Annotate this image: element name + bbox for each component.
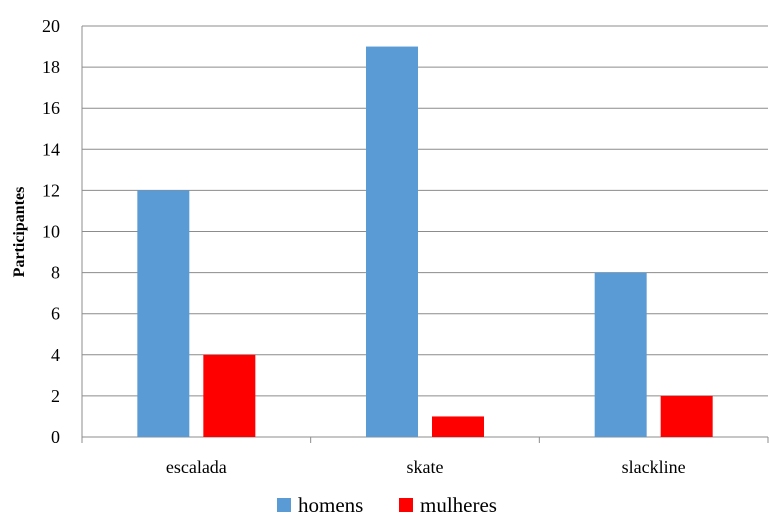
legend-label-homens: homens xyxy=(298,493,363,517)
bar-homens-escalada xyxy=(137,190,190,437)
y-tick-label: 10 xyxy=(42,222,60,242)
x-tick-label: slackline xyxy=(622,457,686,477)
bars xyxy=(137,46,713,438)
y-tick-label: 4 xyxy=(51,345,60,365)
x-tick-label: skate xyxy=(407,457,444,477)
axes xyxy=(81,26,769,443)
x-tick-label: escalada xyxy=(166,457,227,477)
y-tick-labels: 0 2 4 6 8 10 12 14 16 18 20 xyxy=(42,16,60,447)
y-tick-label: 18 xyxy=(42,57,60,77)
y-tick-label: 8 xyxy=(51,263,60,283)
bar-mulheres-slackline xyxy=(660,395,713,437)
y-tick-label: 12 xyxy=(42,180,60,200)
legend-swatch-mulheres xyxy=(399,498,413,512)
legend-swatch-homens xyxy=(277,498,291,512)
y-tick-label: 2 xyxy=(51,386,60,406)
bar-mulheres-escalada xyxy=(203,354,256,437)
y-axis-title: Participantes xyxy=(11,187,28,278)
legend-label-mulheres: mulheres xyxy=(420,493,497,517)
gridlines xyxy=(82,25,768,397)
x-tick-labels: escalada skate slackline xyxy=(166,457,686,477)
legend: homens mulheres xyxy=(277,493,497,517)
bar-homens-slackline xyxy=(594,272,647,437)
y-tick-label: 20 xyxy=(42,16,60,36)
y-tick-label: 0 xyxy=(51,427,60,447)
bar-mulheres-skate xyxy=(432,416,484,437)
y-tick-label: 14 xyxy=(42,139,60,159)
bar-homens-skate xyxy=(366,46,418,438)
y-tick-label: 6 xyxy=(51,304,60,324)
y-tick-label: 16 xyxy=(42,98,60,118)
